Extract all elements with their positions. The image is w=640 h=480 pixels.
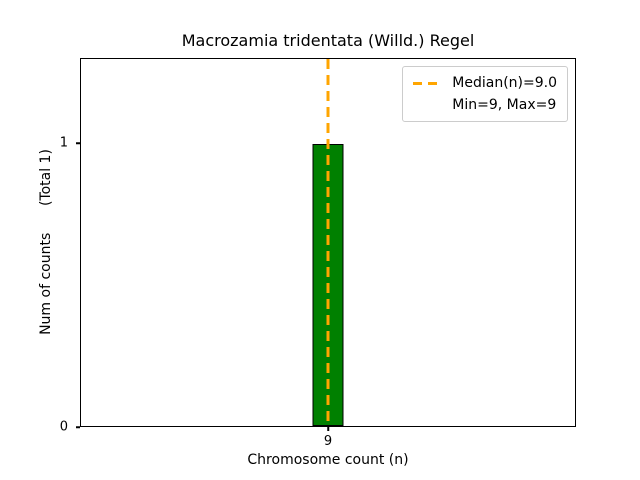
blank-sample-icon [413, 104, 443, 107]
legend-entry-minmax: Min=9, Max=9 [413, 97, 557, 113]
ytick-label-0: 0 [59, 419, 68, 435]
chart-title: Macrozamia tridentata (Willd.) Regel [181, 31, 475, 50]
legend-entry-median: Median(n)=9.0 [413, 75, 557, 91]
legend-label: Median(n)=9.0 [452, 75, 557, 91]
median-line [326, 59, 330, 426]
x-axis: 9 [80, 427, 576, 467]
xtick-mark-9 [327, 427, 329, 431]
ytick-mark-0 [76, 426, 80, 428]
y-axis: 1 0 [0, 58, 80, 435]
legend: Median(n)=9.0 Min=9, Max=9 [402, 66, 568, 122]
x-axis-label: Chromosome count (n) [247, 452, 409, 468]
legend-label: Min=9, Max=9 [452, 97, 557, 113]
ytick-mark-1 [76, 142, 80, 144]
xtick-label-9: 9 [323, 434, 333, 449]
dashed-line-icon [413, 81, 444, 85]
ytick-label-1: 1 [59, 135, 68, 151]
plot-area: Median(n)=9.0 Min=9, Max=9 [80, 58, 576, 427]
